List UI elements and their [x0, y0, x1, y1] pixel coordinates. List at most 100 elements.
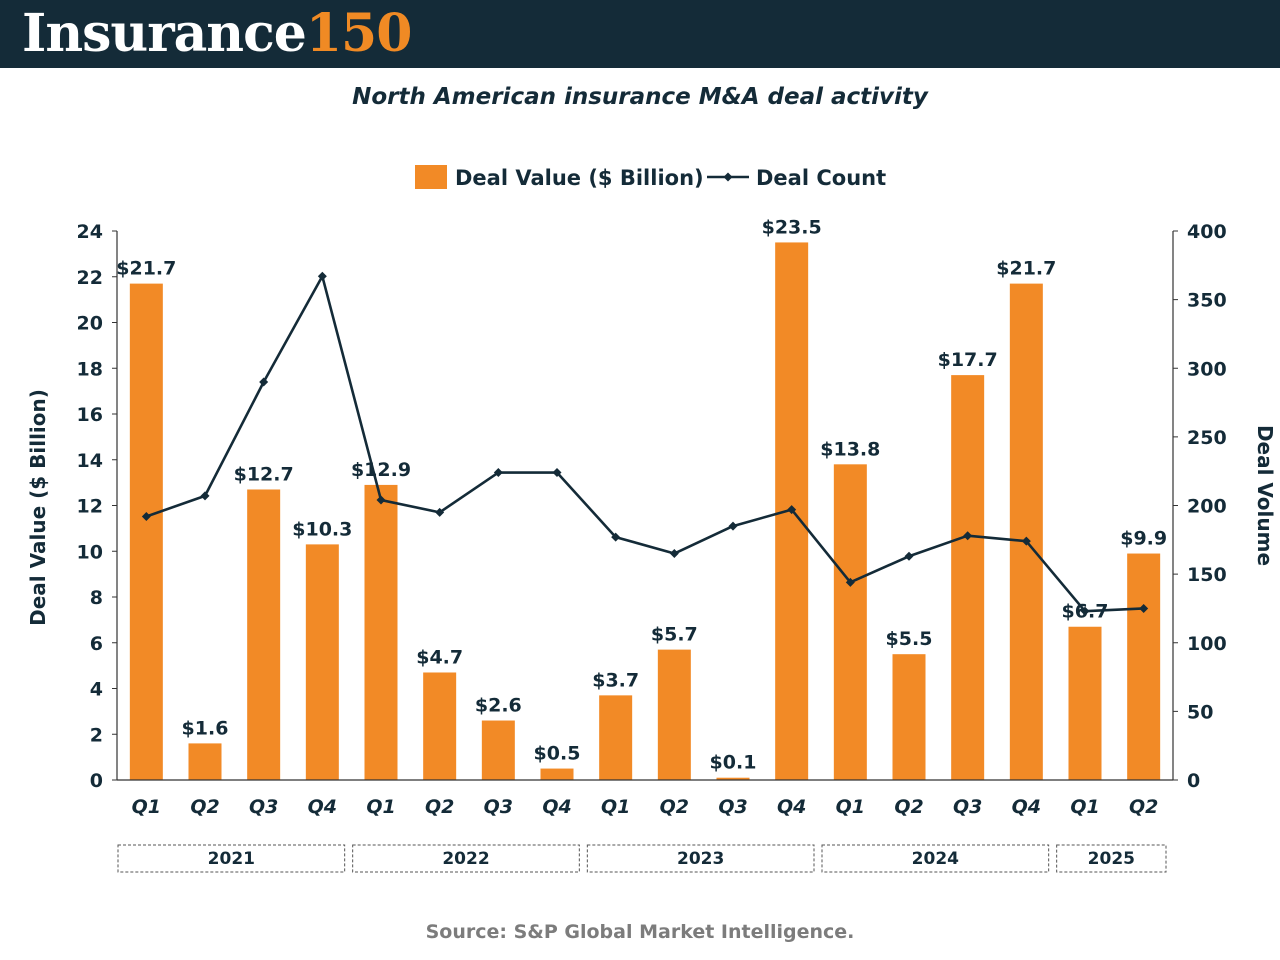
y-tick-label: 20: [77, 313, 103, 335]
x-tick-label: Q4: [308, 796, 337, 818]
brand-word: Insurance: [22, 3, 307, 64]
x-tick-label: Q1: [132, 796, 161, 818]
line-point: [963, 531, 973, 541]
legend-label-deal-value: Deal Value ($ Billion): [455, 166, 704, 190]
x-tick-label: Q4: [777, 796, 806, 818]
y-tick-label: 8: [90, 587, 103, 609]
bar: [1127, 553, 1161, 780]
data-label: $0.5: [534, 743, 581, 765]
year-group-box: [352, 844, 580, 873]
line-point: [1021, 536, 1031, 546]
data-label: $2.6: [475, 695, 522, 717]
data-label: $17.7: [938, 349, 998, 371]
year-group-label: 2025: [1088, 849, 1135, 869]
x-tick-label: Q3: [484, 796, 513, 818]
bar: [951, 375, 985, 780]
bar: [892, 654, 926, 780]
bar: [305, 544, 339, 780]
y-tick-label: 4: [90, 679, 103, 701]
year-group-box: [1056, 844, 1167, 873]
x-tick-label: Q2: [660, 796, 689, 818]
data-label: $12.9: [351, 459, 411, 481]
y2-tick-label: 400: [1187, 221, 1227, 243]
data-label: $0.1: [710, 752, 757, 774]
bar: [716, 777, 750, 780]
data-label: $21.7: [116, 258, 176, 280]
line-point: [669, 549, 679, 559]
bar: [423, 672, 457, 780]
bar: [1068, 626, 1102, 780]
y-tick-label: 18: [77, 358, 103, 380]
line-point: [552, 468, 562, 478]
bar: [1009, 283, 1043, 780]
x-tick-label: Q1: [1070, 796, 1099, 818]
x-tick-label: Q4: [1012, 796, 1041, 818]
line-point: [787, 505, 797, 515]
brand-number: 150: [305, 3, 413, 64]
data-label: $1.6: [182, 717, 229, 739]
year-group-label: 2024: [912, 849, 959, 869]
data-label: $23.5: [762, 216, 822, 238]
bar: [833, 464, 867, 780]
bar: [599, 695, 633, 780]
bar: [188, 743, 222, 780]
line-point: [904, 551, 914, 561]
y-tick-label: 22: [77, 267, 103, 289]
y2-tick-label: 300: [1187, 358, 1227, 380]
y2-tick-label: 250: [1187, 427, 1227, 449]
bar: [129, 283, 163, 780]
y2-tick-label: 0: [1187, 770, 1200, 792]
data-label: $5.7: [651, 624, 698, 646]
data-label: $4.7: [416, 646, 463, 668]
line-point: [200, 491, 210, 501]
x-tick-label: Q2: [894, 796, 923, 818]
year-group-label: 2023: [677, 849, 724, 869]
line-point: [259, 377, 269, 387]
line-point: [1080, 606, 1090, 616]
year-group-box: [821, 844, 1050, 873]
legend-label-deal-count: Deal Count: [756, 166, 886, 190]
x-tick-label: Q1: [601, 796, 630, 818]
brand-logo: Insurance150: [22, 3, 413, 64]
line-point: [141, 511, 151, 521]
bar: [540, 768, 574, 780]
x-tick-label: Q3: [249, 796, 278, 818]
line-point: [493, 468, 503, 478]
legend-marker-deal-count: [723, 172, 733, 182]
bar: [657, 649, 691, 780]
y-tick-label: 24: [77, 221, 103, 243]
y-tick-label: 6: [90, 633, 103, 655]
deal-count-line: [145, 274, 1144, 613]
y2-tick-label: 150: [1187, 564, 1227, 586]
y-tick-label: 14: [77, 450, 103, 472]
line-point: [728, 521, 738, 531]
data-label: $10.3: [292, 518, 352, 540]
line-point: [317, 271, 327, 281]
y-tick-label: 0: [90, 770, 103, 792]
year-group-label: 2022: [442, 849, 489, 869]
y-tick-label: 16: [77, 404, 103, 426]
y-tick-label: 2: [90, 724, 103, 746]
year-group-box: [586, 844, 815, 873]
x-tick-label: Q1: [836, 796, 865, 818]
y2-tick-label: 100: [1187, 633, 1227, 655]
x-tick-label: Q2: [1129, 796, 1158, 818]
y-tick-label: 12: [77, 496, 103, 518]
source-note: Source: S&P Global Market Intelligence.: [425, 921, 855, 943]
year-group-box: [117, 844, 346, 873]
y2-tick-label: 50: [1187, 701, 1213, 723]
bar: [364, 484, 398, 780]
y-tick-label: 10: [77, 541, 103, 563]
y2-tick-label: 200: [1187, 496, 1227, 518]
line-point: [435, 507, 445, 517]
data-label: $21.7: [996, 258, 1056, 280]
x-tick-label: Q3: [953, 796, 982, 818]
y-axis-title: Deal Value ($ Billion): [26, 389, 50, 626]
year-group-label: 2021: [208, 849, 255, 869]
data-label: $6.7: [1062, 601, 1109, 623]
data-label: $9.9: [1120, 528, 1167, 550]
x-tick-label: Q2: [190, 796, 219, 818]
data-label: $13.8: [820, 438, 880, 460]
bar: [481, 720, 515, 780]
data-label: $3.7: [592, 669, 639, 691]
